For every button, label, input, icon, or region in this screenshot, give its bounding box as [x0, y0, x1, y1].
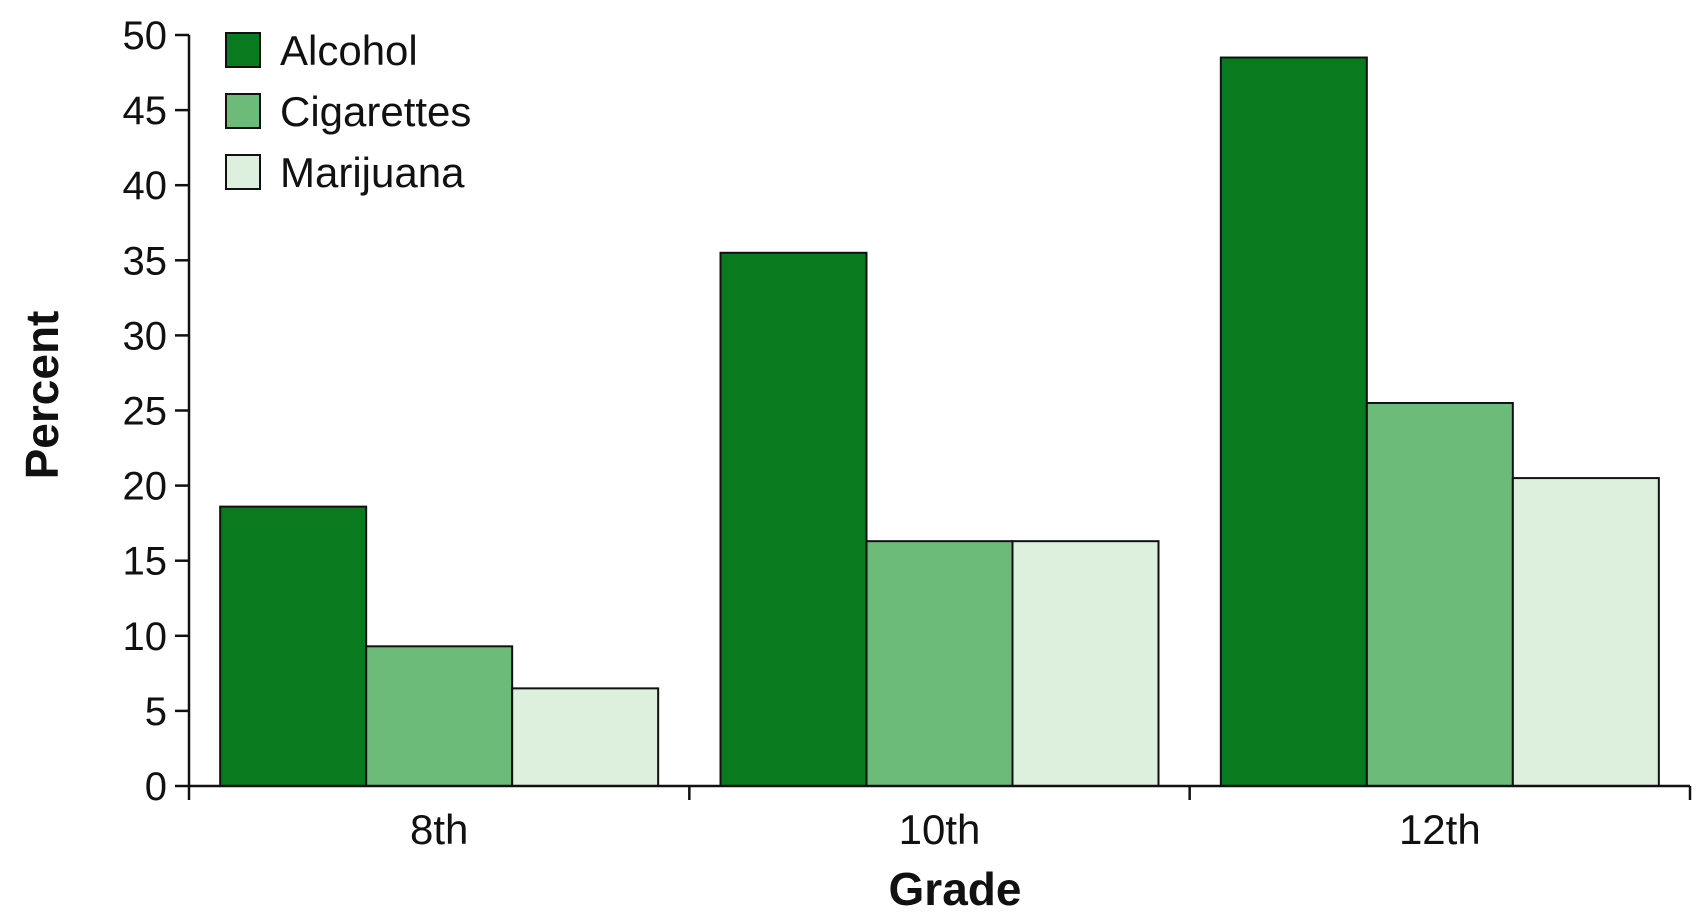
y-tick-label: 5 — [145, 690, 167, 734]
y-tick-label: 45 — [123, 89, 168, 133]
legend-swatch-cigarettes — [225, 93, 261, 129]
legend-label-cigarettes: Cigarettes — [280, 88, 471, 135]
x-category-label: 8th — [410, 806, 468, 853]
bar-marijuana-8th — [511, 687, 660, 787]
y-ticks-group: 0 5 10 15 20 25 30 35 40 45 50 — [123, 14, 189, 809]
x-axis-title: Grade — [889, 863, 1022, 914]
y-tick-label: 20 — [123, 465, 168, 509]
y-tick-label: 50 — [123, 14, 168, 58]
bar-alcohol-12th — [1219, 56, 1368, 787]
legend-swatch-alcohol — [225, 32, 261, 68]
x-category-label: 10th — [899, 806, 981, 853]
y-tick-label: 25 — [123, 390, 168, 434]
x-ticks-group: 8th 10th 12th — [187, 786, 1692, 853]
y-tick-label: 10 — [123, 615, 168, 659]
bar-marijuana-12th — [1511, 477, 1660, 787]
legend-label-marijuana: Marijuana — [280, 149, 465, 196]
legend-label-alcohol: Alcohol — [280, 27, 418, 74]
x-category-label: 12th — [1399, 806, 1481, 853]
y-tick-label: 35 — [123, 239, 168, 283]
bar-alcohol-8th — [219, 505, 368, 787]
legend-swatch-marijuana — [225, 154, 261, 190]
y-tick-label: 15 — [123, 540, 168, 584]
y-tick-label: 0 — [145, 765, 167, 809]
y-tick-label: 30 — [123, 314, 168, 358]
bar-marijuana-10th — [1011, 540, 1160, 788]
bar-alcohol-10th — [719, 251, 868, 788]
bars-group — [219, 56, 1660, 788]
y-axis-title: Percent — [16, 311, 68, 480]
bar-cigarettes-8th — [365, 645, 514, 788]
legend: Alcohol Cigarettes Marijuana — [225, 27, 471, 196]
bar-cigarettes-12th — [1365, 401, 1514, 787]
bar-cigarettes-10th — [865, 540, 1014, 788]
y-tick-label: 40 — [123, 164, 168, 208]
